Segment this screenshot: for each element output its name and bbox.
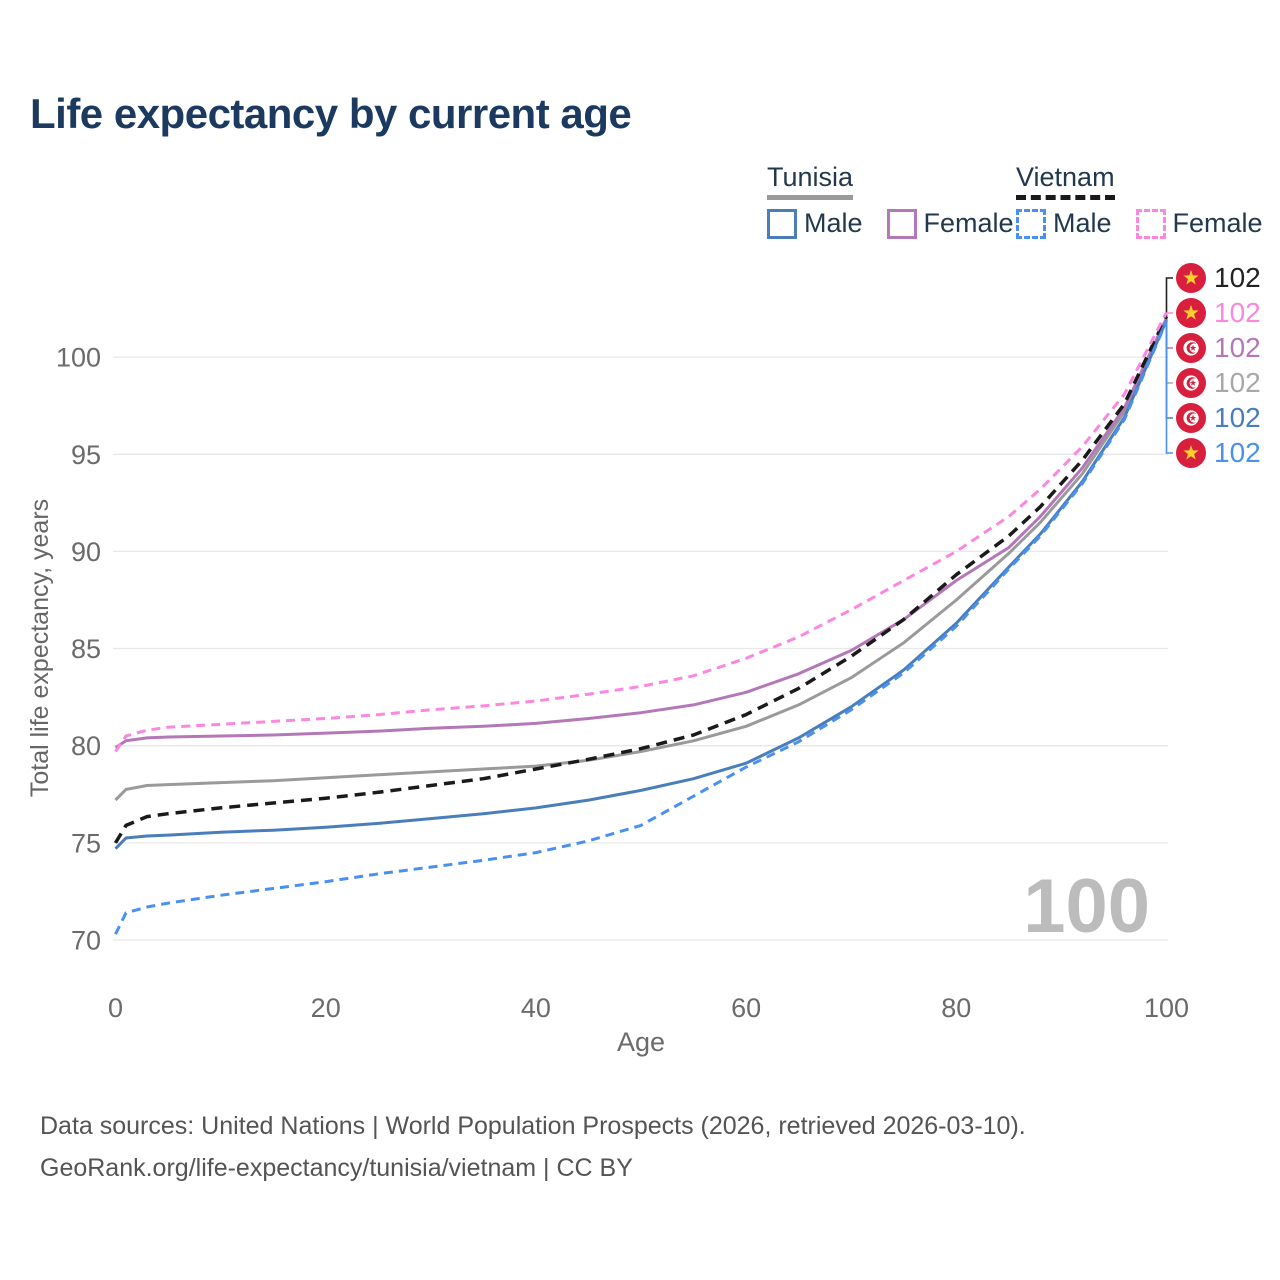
end-label-value: 102 [1214,332,1261,363]
legend-vietnam-male-label: Male [1053,208,1112,238]
legend-country-vietnam-label: Vietnam [1016,162,1115,192]
tunisia-female-swatch-icon [886,208,917,239]
legend-tunisia-male[interactable]: Male [767,208,863,239]
vietnam-flag-icon [1176,298,1206,328]
end-label-vietnam-overall: 102 [1176,263,1261,293]
footer-link-license: GeoRank.org/life-expectancy/tunisia/viet… [40,1153,633,1182]
y-axis-title: Total life expectancy, years [26,499,54,797]
tunisia-flag-icon [1176,368,1206,398]
end-label-value: 102 [1214,262,1261,293]
end-label-connector [1165,277,1173,317]
legend-vietnam-female[interactable]: Female [1135,208,1263,239]
y-tick-label: 100 [56,343,101,373]
x-tick-label: 60 [731,993,761,1023]
x-tick-label: 20 [311,993,341,1023]
y-tick-label: 80 [71,731,101,761]
tunisia-flag-icon [1176,368,1206,398]
series-line-tunisia_male[interactable] [114,319,1168,850]
legend-tunisia-female[interactable]: Female [886,208,1014,239]
legend-tunisia-female-label: Female [923,208,1014,238]
end-label-tunisia-female: 102 [1176,333,1261,363]
end-label-connector [1165,319,1173,384]
end-label-value: 102 [1214,402,1261,433]
chart-title: Life expectancy by current age [30,90,632,137]
y-tick-label: 70 [71,926,101,956]
x-axis-title: Age [617,1027,665,1057]
y-tick-label: 85 [71,634,101,664]
tunisia-male-swatch-icon [767,208,797,239]
x-tick-label: 100 [1144,993,1189,1023]
series-line-vietnam_male[interactable] [114,320,1168,935]
footer-data-sources: Data sources: United Nations | World Pop… [40,1112,1026,1140]
x-tick-label: 40 [521,993,551,1023]
y-tick-label: 90 [71,537,101,567]
vietnam-female-swatch-icon [1135,208,1166,239]
legend-group-tunisia: Tunisia Male Female [767,162,1014,239]
legend-tunisia-male-label: Male [804,208,863,238]
series-line-tunisia_female[interactable] [114,317,1168,749]
vietnam-flag-icon [1176,263,1206,293]
series-line-tunisia_all[interactable] [114,318,1168,802]
vietnam-linestyle-sample [1016,195,1115,200]
end-label-connector [1165,320,1173,419]
tunisia-flag-icon [1176,403,1206,433]
y-tick-label: 75 [71,828,101,858]
vietnam-flag-icon [1176,438,1206,468]
vietnam-flag-icon [1176,298,1206,328]
legend-vietnam-female-label: Female [1172,208,1263,238]
legend-group-vietnam: Vietnam Male Female [1016,162,1263,239]
end-label-vietnam-female: 102 [1176,298,1261,328]
legend-vietnam-male[interactable]: Male [1016,208,1112,239]
tunisia-flag-icon [1176,333,1206,363]
x-tick-label: 80 [941,993,971,1023]
legend-country-tunisia-label: Tunisia [767,162,854,192]
end-label-connector [1165,321,1173,454]
end-label-value: 102 [1214,367,1261,398]
series-line-vietnam_all[interactable] [113,315,1169,844]
y-tick-label: 95 [71,440,101,470]
end-label-vietnam-male: 102 [1176,438,1261,468]
legend-tunisia-header[interactable]: Tunisia [767,162,854,200]
tunisia-flag-icon [1176,333,1206,363]
vietnam-flag-icon [1176,438,1206,468]
end-label-value: 102 [1214,297,1261,328]
end-label-tunisia-overall: 102 [1176,368,1261,398]
footer: Data sources: United Nations | World Pop… [40,1106,1026,1189]
end-label-tunisia-male: 102 [1176,403,1261,433]
vietnam-flag-icon [1176,263,1206,293]
x-tick-label: 0 [108,993,123,1023]
legend-vietnam-header[interactable]: Vietnam [1016,162,1115,200]
hover-age-watermark: 100 [1023,864,1150,949]
tunisia-flag-icon [1176,403,1206,433]
tunisia-linestyle-sample [767,195,854,200]
end-label-value: 102 [1214,437,1261,468]
series-line-vietnam_female[interactable] [114,311,1168,753]
vietnam-male-swatch-icon [1016,208,1046,239]
